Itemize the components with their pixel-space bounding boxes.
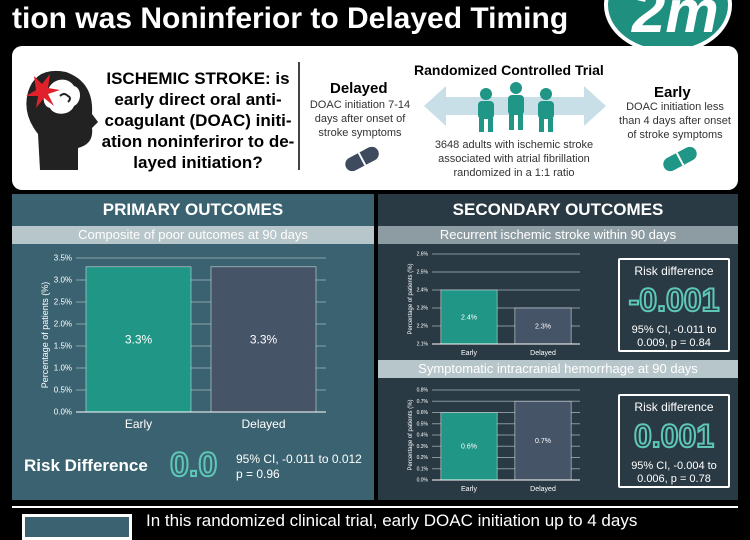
x-category-label: Early — [461, 486, 477, 493]
rd1-value: -0.001 — [628, 281, 721, 319]
rd2-label: Risk difference — [634, 400, 714, 414]
x-category-label: Early — [125, 417, 152, 431]
y-tick-label: 2.0% — [54, 320, 72, 329]
y-tick-label: 0.6% — [417, 410, 429, 416]
secondary-heading: SECONDARY OUTCOMES — [452, 200, 664, 219]
rd1-label: Risk difference — [634, 264, 714, 278]
delayed-arm-label: Delayed — [330, 80, 388, 97]
delayed-desc-line: stroke symptoms — [318, 127, 402, 139]
primary-rd-ci: 95% CI, -0.011 to 0.012 — [236, 452, 362, 466]
people-arrow-icon — [424, 82, 606, 132]
bar-early — [440, 289, 498, 345]
rd-box-2 — [618, 394, 730, 488]
y-tick-label: 2.1% — [417, 342, 429, 348]
y-axis-label: Percentage of patients (%) — [408, 399, 414, 470]
x-category-label: Delayed — [241, 417, 285, 431]
delayed-desc-line: DOAC initiation 7-14 — [309, 99, 411, 111]
bar-delayed — [514, 400, 572, 481]
bar-data-label: 0.6% — [461, 444, 477, 451]
secondary-outcome-band-2: Symptomatic intracranial hemorrhage at 9… — [378, 360, 738, 378]
y-tick-label: 2.4% — [417, 288, 429, 294]
bar-data-label: 2.4% — [461, 314, 477, 321]
population-line: randomized in a 1:1 ratio — [453, 167, 575, 179]
x-category-label: Delayed — [530, 350, 556, 357]
pill-icon — [345, 146, 379, 172]
bar-delayed — [210, 266, 317, 413]
rd1-ci: 95% CI, -0.011 to — [631, 324, 717, 336]
y-tick-label: 3.5% — [54, 254, 72, 263]
divider — [298, 62, 300, 170]
y-axis-label: Percentage of patients (%) — [408, 263, 414, 334]
early-arm-label: Early — [654, 84, 691, 101]
rd1-ci: 0.009, p = 0.84 — [637, 337, 711, 349]
trial-overview-panel — [12, 46, 738, 190]
y-tick-label: 1.0% — [54, 364, 72, 373]
rd2-value: 0.001 — [633, 417, 715, 455]
primary-heading: PRIMARY OUTCOMES — [102, 200, 284, 219]
y-tick-label: 2.6% — [417, 252, 429, 258]
primary-outcome-band: Composite of poor outcomes at 90 days — [12, 226, 374, 244]
y-tick-label: 2.2% — [417, 324, 429, 330]
y-tick-label: 0.0% — [417, 478, 429, 484]
primary-rd-p: p = 0.96 — [236, 467, 280, 481]
x-category-label: Early — [461, 350, 477, 357]
intracranial-hemorrhage-chart: 0.0% 0.1% 0.2% 0.3% 0.4% 0.5% 0.6% 0.7% 0.8%Perc… — [408, 388, 580, 493]
bar-data-label: 2.3% — [535, 323, 551, 330]
y-tick-label: 2.5% — [417, 270, 429, 276]
secondary-outcomes-panel: SECONDARY OUTCOMES Recurrent ischemic st… — [378, 194, 738, 500]
bar-early — [85, 266, 192, 413]
y-tick-label: 0.4% — [417, 433, 429, 439]
bar-data-label: 0.7% — [535, 438, 551, 445]
rd2-ci: 95% CI, -0.004 to — [631, 460, 717, 472]
conclusion-box — [22, 514, 132, 540]
trial-title: Randomized Controlled Trial — [414, 62, 604, 78]
bar-early — [440, 412, 498, 481]
y-tick-label: 0.2% — [417, 455, 429, 461]
early-desc-line: of stroke symptoms — [627, 129, 723, 141]
early-desc-line: DOAC initiation less — [626, 101, 724, 113]
page-title: tion was Noninferior to Delayed Timing — [12, 2, 569, 35]
population-line: 3648 adults with ischemic stroke — [434, 139, 594, 151]
delayed-desc-line: days after onset of — [314, 113, 406, 125]
y-tick-label: 3.0% — [54, 276, 72, 285]
conclusion-bar — [12, 506, 738, 536]
y-tick-label: 0.0% — [54, 408, 72, 417]
conclusion-text: In this randomized clinical trial, early… — [146, 511, 638, 530]
bar-data-label: 3.3% — [125, 332, 153, 346]
y-tick-label: 0.8% — [417, 388, 429, 394]
y-tick-label: 2.3% — [417, 306, 429, 312]
rd2-ci: 0.006, p = 0.78 — [637, 473, 711, 485]
y-tick-label: 0.5% — [417, 421, 429, 427]
y-tick-label: 1.5% — [54, 342, 72, 351]
population-line: associated with atrial fibrillation — [438, 153, 590, 165]
early-desc-line: than 4 days after onset — [619, 115, 731, 127]
primary-outcome-chart: 0.0% 0.5% 1.0% 1.5% 2.0% 2.5% 3.0% 3.5% Percenta… — [40, 254, 326, 431]
y-tick-label: 0.1% — [417, 466, 429, 472]
pill-icon — [663, 146, 697, 172]
y-tick-label: 0.5% — [54, 386, 72, 395]
logo-text: 2m — [632, 0, 719, 45]
research-question: ISCHEMIC STROKE: is early direct oral an… — [101, 69, 295, 172]
primary-rd-label: Risk Difference — [24, 456, 148, 475]
y-tick-label: 2.5% — [54, 298, 72, 307]
y-axis-label: Percentage of patients (%) — [40, 282, 50, 389]
recurrent-stroke-chart: 2.1% 2.2% 2.3% 2.4% 2.5% 2.6%Percentage of pa… — [408, 252, 580, 357]
bar-data-label: 3.3% — [250, 332, 278, 346]
x-category-label: Delayed — [530, 486, 556, 493]
bar-delayed — [514, 307, 572, 345]
y-tick-label: 0.7% — [417, 399, 429, 405]
rd-box-1 — [618, 258, 730, 352]
head-stroke-icon — [26, 71, 98, 170]
primary-rd-value: 0.0 — [169, 445, 218, 485]
secondary-outcome-band-1: Recurrent ischemic stroke within 90 days — [378, 226, 738, 244]
y-tick-label: 0.3% — [417, 444, 429, 450]
